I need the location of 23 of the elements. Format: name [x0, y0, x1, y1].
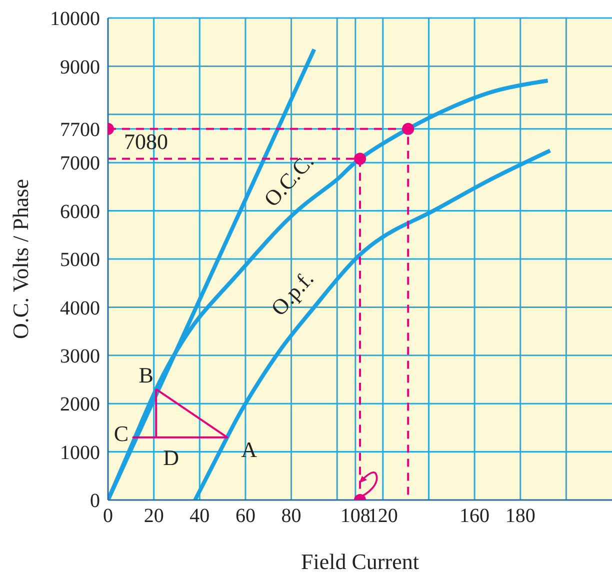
y-tick-label: 0 [90, 490, 100, 512]
x-axis-title: Field Current [301, 549, 419, 574]
y-axis-title: O.C. Volts / Phase [8, 179, 33, 339]
y-tick-label: 5000 [60, 249, 100, 272]
y-tick-label: 9000 [60, 56, 100, 78]
annotation: B [138, 362, 154, 388]
annotation: C [114, 420, 129, 446]
x-tick-label: 40 [190, 505, 210, 528]
x-tick-label: 60 [235, 505, 256, 528]
annotation: D [163, 444, 180, 470]
x-tick-label: 108 [340, 505, 370, 528]
y-tick-label: 7000 [60, 152, 100, 175]
x-tick-label: 80 [281, 505, 302, 528]
y-tick-label: 2000 [60, 394, 100, 416]
y-tick-label: 1000 [60, 442, 100, 464]
x-tick-label: 160 [460, 505, 490, 528]
y-tick-label: 6000 [60, 200, 100, 223]
x-tick-label: 180 [505, 505, 536, 528]
x-tick-label: 20 [144, 505, 164, 528]
y-tick-label: 4000 [60, 297, 100, 320]
y-tick-label: 10000 [50, 8, 100, 30]
y-tick-label: 3000 [60, 346, 100, 368]
y-tick-label: 7700 [60, 118, 100, 141]
